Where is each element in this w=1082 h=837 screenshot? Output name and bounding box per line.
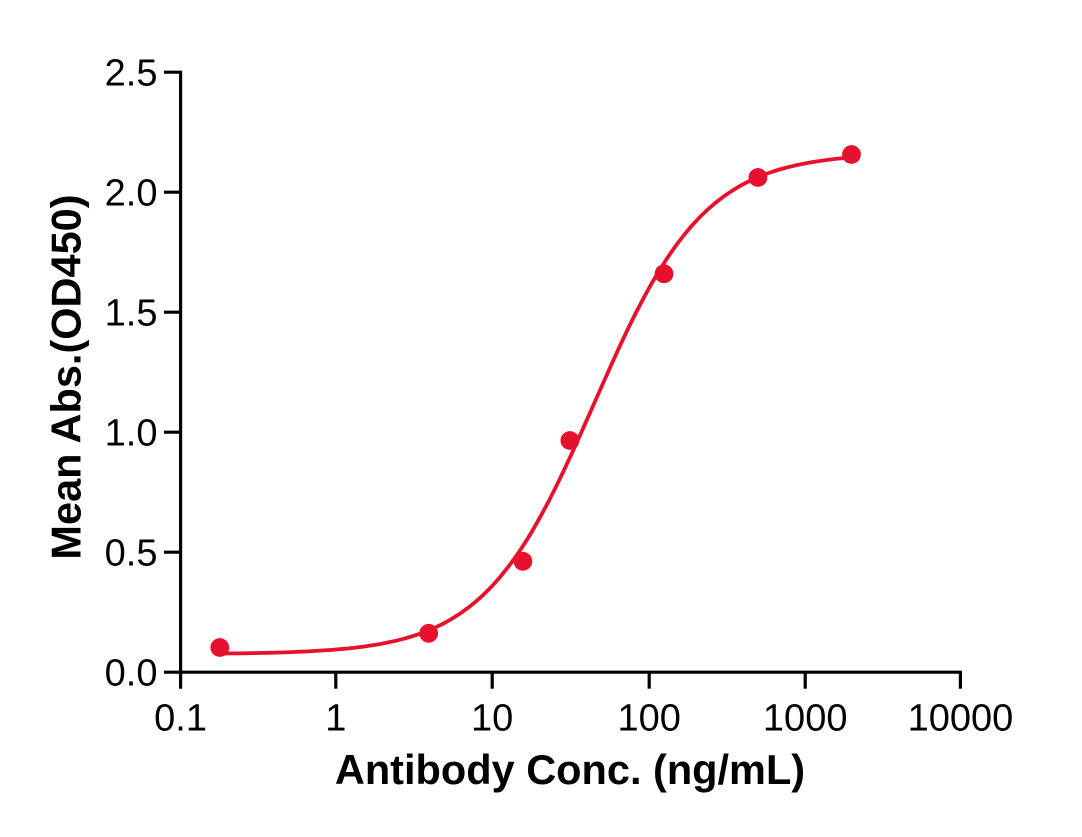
svg-text:1: 1 bbox=[325, 698, 346, 740]
svg-text:1.5: 1.5 bbox=[105, 293, 158, 335]
svg-text:0.0: 0.0 bbox=[105, 653, 158, 695]
svg-text:1.0: 1.0 bbox=[105, 413, 158, 455]
svg-text:10000: 10000 bbox=[908, 698, 1014, 740]
svg-text:2.0: 2.0 bbox=[105, 173, 158, 215]
svg-text:Antibody Conc. (ng/mL): Antibody Conc. (ng/mL) bbox=[335, 746, 805, 793]
svg-text:100: 100 bbox=[617, 698, 680, 740]
svg-text:2.5: 2.5 bbox=[105, 53, 158, 95]
svg-text:Mean Abs.(OD450): Mean Abs.(OD450) bbox=[42, 194, 89, 559]
svg-text:10: 10 bbox=[471, 698, 513, 740]
svg-text:0.1: 0.1 bbox=[154, 698, 207, 740]
svg-text:0.5: 0.5 bbox=[105, 533, 158, 575]
svg-text:1000: 1000 bbox=[763, 698, 848, 740]
